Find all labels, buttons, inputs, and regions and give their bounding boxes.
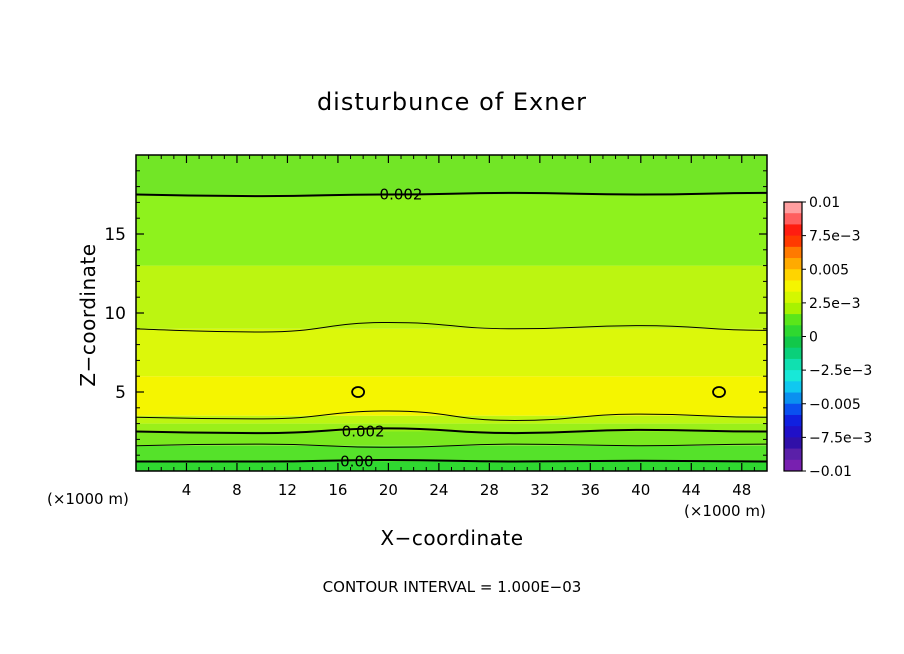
colorbar-cell-21 — [784, 437, 802, 450]
colorbar-label-1: 7.5e−3 — [809, 229, 861, 245]
colorbar-cell-13 — [784, 347, 802, 360]
colorbar-cell-15 — [784, 370, 802, 382]
x-tick-label-11: 48 — [732, 481, 751, 499]
colorbar-cell-11 — [784, 325, 802, 337]
colorbar-label-3: 2.5e−3 — [809, 296, 861, 312]
closed-contour-0 — [351, 386, 366, 398]
contour-band-1 — [136, 445, 767, 462]
colorbar-cell-17 — [784, 392, 802, 405]
x-tick-label-0: 4 — [182, 481, 192, 499]
x-tick-label-8: 36 — [581, 481, 600, 499]
x-tick-label-9: 40 — [631, 481, 650, 499]
colorbar-cell-0 — [784, 202, 802, 214]
x-tick-label-4: 20 — [379, 481, 398, 499]
colorbar-cell-16 — [784, 381, 802, 394]
chart-title: disturbunce of Exner — [316, 88, 588, 116]
contour-line-1 — [136, 443, 767, 448]
contour-line-4 — [136, 321, 767, 333]
x-tick-label-7: 32 — [530, 481, 549, 499]
colorbar-cell-23 — [784, 459, 802, 472]
colorbar-label-0: 0.01 — [809, 195, 840, 211]
contour-band-8 — [136, 194, 767, 266]
colorbar-cell-14 — [784, 358, 802, 371]
x-axis-label: X−coordinate — [380, 526, 524, 550]
contour-label-0: 0.002 — [380, 186, 423, 204]
colorbar-cell-19 — [784, 414, 802, 427]
y-axis-label: Z−coordinate — [76, 243, 100, 387]
closed-contour-1 — [712, 386, 726, 398]
colorbar-label-7: −7.5e−3 — [809, 430, 872, 446]
colorbar-cell-4 — [784, 246, 802, 259]
contour-band-2 — [136, 431, 767, 446]
colorbar-label-2: 0.005 — [809, 262, 849, 278]
contour-line-2 — [136, 427, 767, 435]
contour-band-6 — [136, 328, 767, 377]
colorbar-cell-5 — [784, 258, 802, 270]
contour-line-0 — [136, 458, 767, 463]
colorbar-cell-6 — [784, 269, 802, 281]
colorbar-cell-1 — [784, 213, 802, 225]
contour-band-5 — [136, 376, 767, 416]
colorbar-cell-3 — [784, 235, 802, 248]
colorbar-label-6: −0.005 — [809, 397, 861, 413]
x-tick-label-2: 12 — [278, 481, 297, 499]
contour-band-0 — [136, 461, 767, 471]
contour-line-3 — [136, 410, 767, 421]
colorbar-cell-20 — [784, 426, 802, 438]
contour-band-4 — [136, 415, 767, 424]
colorbar-cell-9 — [784, 302, 802, 315]
y-tick-label-0: 5 — [115, 383, 126, 403]
contour-label-1: 0.002 — [342, 423, 385, 441]
colorbar-cell-22 — [784, 448, 802, 461]
x-tick-label-5: 24 — [429, 481, 448, 499]
colorbar-cell-7 — [784, 280, 802, 293]
x-tick-label-1: 8 — [232, 481, 242, 499]
colorbar-label-4: 0 — [809, 330, 818, 346]
contour-band-9 — [136, 155, 767, 195]
y-tick-label-1: 10 — [104, 304, 126, 324]
contour-line-5 — [136, 191, 767, 198]
contour-band-3 — [136, 423, 767, 432]
contour-label-2: 0.00 — [340, 453, 373, 471]
colorbar-cell-12 — [784, 336, 802, 349]
contour-band-7 — [136, 265, 767, 329]
x-unit-label: (×1000 m) — [684, 502, 766, 520]
y-tick-label-2: 15 — [104, 225, 126, 245]
contour-interval-note: CONTOUR INTERVAL = 1.000E−03 — [322, 578, 582, 596]
z-unit-label: (×1000 m) — [47, 490, 129, 508]
colorbar-label-8: −0.01 — [809, 464, 852, 480]
x-tick-label-3: 16 — [328, 481, 347, 499]
colorbar-label-5: −2.5e−3 — [809, 363, 872, 379]
colorbar-cell-18 — [784, 403, 802, 416]
x-tick-label-6: 28 — [480, 481, 499, 499]
colorbar-cell-10 — [784, 314, 802, 326]
colorbar-cell-8 — [784, 291, 802, 304]
colorbar-cell-2 — [784, 224, 802, 237]
x-tick-label-10: 44 — [682, 481, 701, 499]
